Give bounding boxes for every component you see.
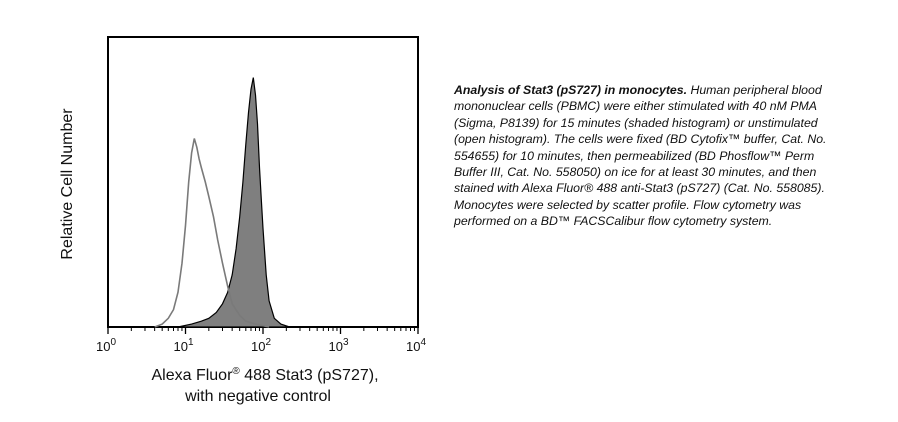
x-tick-label: 100 [96, 337, 116, 354]
x-tick-label: 101 [173, 337, 193, 354]
x-tick-label: 104 [406, 337, 426, 354]
figure-panel: 100 101 102 103 104 Relative Cell Number Ale… [0, 0, 430, 410]
x-ticks: 100 101 102 103 104 [96, 327, 426, 354]
caption-body: Human peripheral blood mononuclear cells… [454, 83, 827, 229]
x-axis-title-line1: Alexa Fluor® 488 Stat3 (pS727), [151, 366, 378, 384]
stimulated-histogram [177, 77, 290, 328]
x-axis-title-line2: with negative control [184, 388, 331, 405]
figure-caption: Analysis of Stat3 (pS727) in monocytes. … [454, 82, 844, 230]
series-layer [154, 77, 290, 328]
x-tick-label: 103 [328, 337, 348, 354]
x-tick-label: 102 [251, 337, 271, 354]
caption-title: Analysis of Stat3 (pS727) in monocytes. [454, 83, 688, 97]
unstimulated-histogram [154, 138, 270, 328]
y-axis-title: Relative Cell Number [59, 108, 76, 260]
histogram-chart: 100 101 102 103 104 Relative Cell Number Ale… [59, 36, 426, 405]
